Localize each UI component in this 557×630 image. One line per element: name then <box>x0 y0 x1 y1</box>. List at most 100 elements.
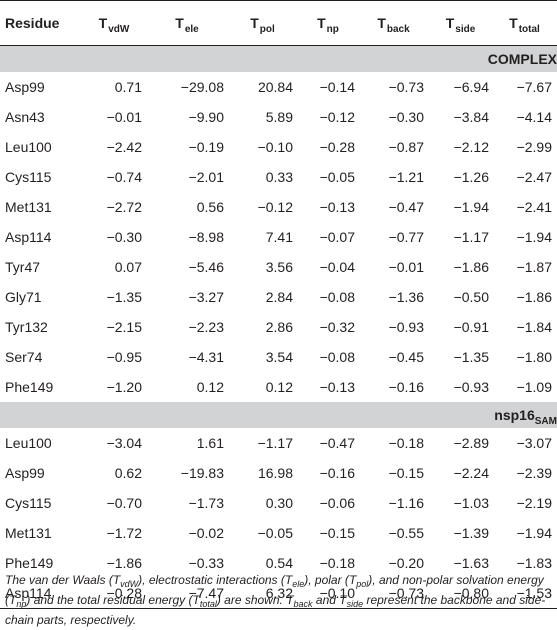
value-cell: −0.12 <box>257 199 293 215</box>
footnote-text: ), polar ( <box>304 573 349 587</box>
table-row: Tyr132 −2.15 −2.23 2.86 −0.32 −0.93 −0.91 −1.84 <box>0 312 557 342</box>
residue-cell: Asp114 <box>0 578 82 609</box>
column-header: Tside <box>428 0 493 46</box>
value-cell: −0.55 <box>388 525 424 541</box>
group-label: nsp16SAM <box>0 402 557 428</box>
value-cell: −2.47 <box>516 169 552 185</box>
residue-cell: Leu100 <box>5 139 52 155</box>
value-cell: −7.67 <box>516 79 552 95</box>
value-cell: −1.17 <box>257 435 293 451</box>
value-cell: −1.86 <box>106 555 142 571</box>
residue-cell: Asp99 <box>5 79 45 95</box>
table-row: Met131 −1.72 −0.02 −0.05 −0.15 −0.55 −1.39 −1.9… <box>0 518 557 548</box>
column-header-label: T <box>509 15 518 31</box>
footnote-subscript: vdW <box>120 579 139 589</box>
value-cell: −1.53 <box>493 578 557 609</box>
value-cell: −0.16 <box>319 465 355 481</box>
group-label-subscript: SAM <box>534 416 557 427</box>
residue-cell: Gly71 <box>5 289 42 305</box>
footnote-subscript: np <box>16 599 27 609</box>
residue-cell: Cys115 <box>5 495 52 511</box>
table-row: Asp99 0.71 −29.08 20.84 −0.14 −0.73 −6.94 −7.67 <box>0 72 557 102</box>
footnote-symbol: T <box>284 573 293 587</box>
value-cell: −0.05 <box>319 169 355 185</box>
value-cell: 3.56 <box>265 259 293 275</box>
footnote-text: represent the backbone and side-chain pa… <box>5 593 546 627</box>
value-cell: 0.12 <box>265 379 293 395</box>
column-header-label: Residue <box>5 15 60 31</box>
value-cell: −0.06 <box>319 495 355 511</box>
energy-decomposition-table: Residue TvdW Tele Tpol Tnp Tback Tside Ttotal C… <box>0 0 557 609</box>
value-cell: −0.15 <box>388 465 424 481</box>
value-cell: −1.80 <box>516 349 552 365</box>
residue-cell: Asn43 <box>5 109 45 125</box>
value-cell: −1.94 <box>516 229 552 245</box>
value-cell: 3.54 <box>265 349 293 365</box>
value-cell: −0.70 <box>106 495 142 511</box>
value-cell: −8.98 <box>188 229 224 245</box>
value-cell: −0.16 <box>388 379 424 395</box>
column-header: Tnp <box>297 0 359 46</box>
value-cell: −2.89 <box>453 435 489 451</box>
value-cell: −9.90 <box>188 109 224 125</box>
value-cell: −0.04 <box>319 259 355 275</box>
column-header: TvdW <box>82 0 146 46</box>
residue-cell: Asp114 <box>5 229 52 245</box>
value-cell: 2.84 <box>265 289 293 305</box>
value-cell: −0.80 <box>428 578 493 609</box>
value-cell: −1.87 <box>516 259 552 275</box>
value-cell: −0.47 <box>319 435 355 451</box>
footnote-text: ), and non-polar solvation energy ( <box>5 573 544 607</box>
value-cell: −1.35 <box>106 289 142 305</box>
column-header: Tback <box>359 0 428 46</box>
table-row: Phe149 −1.86 −0.33 0.54 −0.18 −0.20 −1.63 −1.83 <box>0 548 557 578</box>
value-cell: −0.93 <box>388 319 424 335</box>
value-cell: −0.10 <box>297 578 359 609</box>
value-cell: 20.84 <box>257 79 293 95</box>
value-cell: −0.07 <box>319 229 355 245</box>
residue-cell: Tyr47 <box>5 259 41 275</box>
column-header: Ttotal <box>493 0 557 46</box>
footnote-subscript: ele <box>292 579 305 589</box>
value-cell: −0.45 <box>388 349 424 365</box>
value-cell: 7.41 <box>265 229 293 245</box>
value-cell: −0.10 <box>257 139 293 155</box>
value-cell: −2.12 <box>453 139 489 155</box>
value-cell: −2.72 <box>106 199 142 215</box>
footnote-symbol: T <box>339 593 347 607</box>
column-header-subscript: pol <box>259 24 275 35</box>
footnote-text: The van der Waals ( <box>5 573 113 587</box>
value-cell: −1.72 <box>106 525 142 541</box>
value-cell: −1.83 <box>516 555 552 571</box>
table-header: Residue TvdW Tele Tpol Tnp Tback Tside Ttotal <box>0 0 557 46</box>
value-cell: −2.19 <box>516 495 552 511</box>
value-cell: −4.31 <box>188 349 224 365</box>
value-cell: −0.73 <box>359 578 428 609</box>
value-cell: −1.94 <box>453 199 489 215</box>
table-row: Cys115 −0.70 −1.73 0.30 −0.06 −1.16 −1.03 −2.19 <box>0 488 557 518</box>
footnote-text: and <box>312 593 340 607</box>
value-cell: −7.47 <box>146 578 228 609</box>
table-row: Cys115 −0.74 −2.01 0.33 −0.05 −1.21 −1.26 −2.47 <box>0 162 557 192</box>
value-cell: 0.62 <box>114 465 142 481</box>
residue-cell: Met131 <box>5 199 52 215</box>
value-cell: −0.28 <box>319 139 355 155</box>
column-header-label: T <box>250 15 259 31</box>
footnote-symbol: T <box>348 573 357 587</box>
value-cell: −3.84 <box>453 109 489 125</box>
value-cell: −0.33 <box>188 555 224 571</box>
value-cell: −2.15 <box>106 319 142 335</box>
table-footnote: The van der Waals (TvdW), electrostatic … <box>5 571 553 630</box>
value-cell: −1.73 <box>188 495 224 511</box>
value-cell: −0.02 <box>188 525 224 541</box>
residue-cell: Cys115 <box>5 169 52 185</box>
residue-cell: Tyr132 <box>5 319 48 335</box>
value-cell: −5.46 <box>188 259 224 275</box>
column-header-subscript: np <box>326 24 339 35</box>
value-cell: 5.89 <box>265 109 293 125</box>
table-row: Asp114 −0.28 −7.47 6.32 −0.10 −0.73 −0.80 −1.53 <box>0 578 557 609</box>
value-cell: −0.87 <box>388 139 424 155</box>
header-row: Residue TvdW Tele Tpol Tnp Tback Tside Ttotal <box>0 0 557 46</box>
footnote-text: ) and the total residual energy ( <box>26 593 193 607</box>
